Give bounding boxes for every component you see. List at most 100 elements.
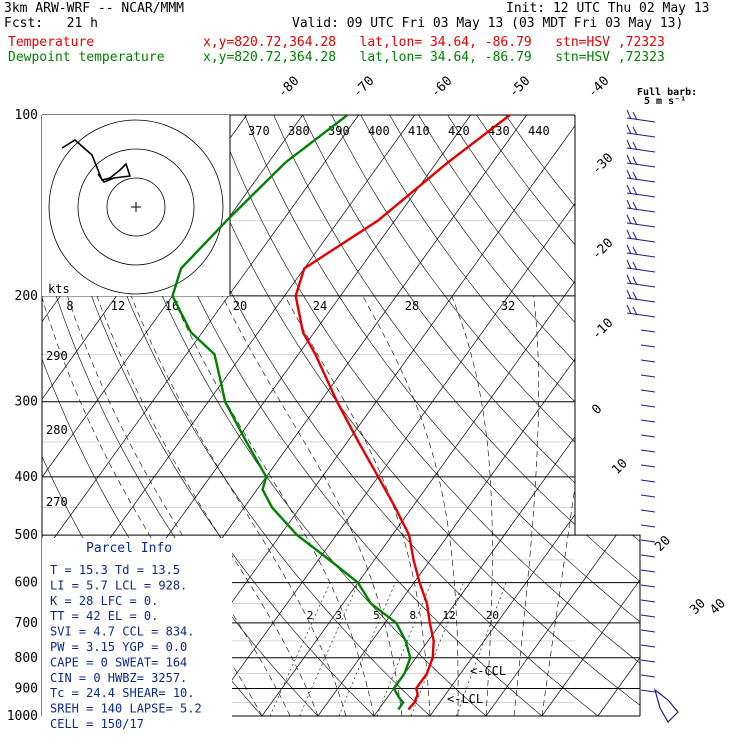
wind-barb — [640, 569, 656, 573]
isotherm — [429, 115, 640, 716]
wind-barb — [640, 539, 656, 543]
dry-adiabat — [42, 115, 375, 716]
isotherm — [205, 115, 640, 716]
wind-barb — [640, 674, 656, 678]
valid-time: Valid: 09 UTC Fri 03 May 13 (03 MDT Fri … — [292, 16, 684, 31]
model-title: 3km ARW-WRF -- NCAR/MMM — [4, 1, 185, 16]
wind-barb-flag — [626, 244, 632, 255]
isotherm — [42, 115, 360, 716]
wind-barb — [626, 132, 656, 138]
wind-barb — [640, 644, 656, 648]
wind-barb — [640, 494, 656, 498]
wind-barb-flag — [632, 156, 638, 166]
isotherm — [485, 115, 640, 716]
wind-barb-flag — [626, 169, 632, 180]
dry-adiabat — [186, 115, 640, 716]
barb-legend-title: Full barb: — [637, 87, 697, 98]
wind-barb-flag — [626, 259, 632, 270]
mixing-ratio-line — [338, 582, 396, 716]
init-time: Init: 12 UTC Thu 02 May 13 — [506, 1, 710, 16]
mixing-ratio-line — [299, 582, 359, 716]
wind-barb-flag — [626, 124, 632, 135]
dry-adiabat — [389, 115, 640, 716]
wind-barb-flag — [632, 111, 638, 121]
theta-side-label: 270 — [46, 495, 68, 509]
wind-barb-flag — [632, 246, 638, 256]
parcel-info-row: LI = 5.7 LCL = 928. — [50, 578, 187, 592]
wind-barb — [640, 659, 656, 663]
theta-label: 370 — [248, 124, 270, 138]
parcel-info-row: PW = 3.15 YGP = 0.0 — [50, 640, 187, 654]
moist-adiabat — [513, 295, 539, 716]
pressure-label: 900 — [15, 681, 38, 696]
dry-adiabat — [273, 115, 640, 716]
wind-barb — [626, 267, 656, 273]
wind-barb — [640, 419, 656, 423]
barb-legend-units: 5 m s⁻¹ — [644, 96, 686, 107]
wind-barb — [640, 389, 656, 393]
wind-barb-flag — [626, 304, 632, 315]
theta-side-label: 290 — [46, 349, 68, 363]
wind-barb-flag — [632, 231, 638, 241]
parcel-info-row: Tc = 24.4 SHEAR= 10. — [50, 686, 195, 700]
pressure-label: 500 — [15, 528, 38, 543]
wind-barb — [640, 509, 656, 513]
wind-barb-flag — [632, 186, 638, 196]
mixing-ratio-label: 5 — [373, 609, 380, 622]
hodograph-ring-label: 8 — [66, 299, 73, 313]
wind-barb — [640, 374, 656, 378]
right-frame — [574, 115, 641, 716]
wind-barb-flag — [632, 276, 638, 286]
wind-barb-flag — [632, 126, 638, 136]
wind-barb-flag — [632, 306, 638, 316]
mixing-ratio-line — [376, 582, 432, 716]
wind-barb-flag — [626, 184, 632, 195]
hodograph-units: kts — [48, 282, 70, 296]
isotherm — [373, 115, 640, 716]
mixing-ratio-label: 20 — [486, 609, 499, 622]
wind-barb — [626, 282, 656, 288]
isotherm-label: -40 — [585, 74, 612, 101]
wind-barb — [626, 207, 656, 213]
dry-adiabat — [505, 115, 640, 716]
skewt-overlay: <-CCL <-LCL Parcel Info T = 15.3 Td = 13.5L… — [42, 87, 697, 731]
parcel-info-row: K = 28 LFC = 0. — [50, 594, 158, 608]
theta-label: 430 — [488, 124, 510, 138]
temperature-location: x,y=820.72,364.28 lat,lon= 34.64, -86.79… — [203, 35, 665, 50]
hodograph-ring — [106, 177, 166, 237]
wind-barb — [640, 404, 656, 408]
hodograph-ring-label: 24 — [313, 299, 327, 313]
hodograph-trace — [61, 139, 132, 183]
dry-adiabat — [360, 115, 640, 716]
parcel-info-row: CAPE = 0 SWEAT= 164 — [50, 655, 187, 669]
dry-adiabat — [476, 115, 640, 716]
isotherm — [654, 115, 740, 716]
wind-barb — [626, 237, 656, 243]
dry-adiabat — [302, 115, 640, 716]
wind-barb-flag — [626, 289, 632, 300]
wind-barb — [640, 614, 656, 618]
wind-barb — [626, 297, 656, 303]
lcl-label: <-LCL — [447, 692, 483, 706]
pressure-label: 800 — [15, 651, 38, 666]
pressure-label: 300 — [15, 395, 38, 410]
isotherm-label: -50 — [506, 74, 533, 101]
dewpoint-line — [171, 114, 412, 711]
parcel-info-background — [42, 538, 232, 718]
hodograph-ring-label: 12 — [111, 299, 125, 313]
dry-adiabat — [418, 115, 640, 716]
parcel-info-row: SVI = 4.7 CCL = 834. — [50, 625, 195, 639]
dry-adiabat — [128, 115, 543, 716]
wind-barb — [626, 162, 656, 168]
pressure-label: 200 — [15, 289, 38, 304]
theta-side-label: 280 — [46, 423, 68, 437]
wind-barb — [626, 312, 656, 318]
dry-adiabat — [157, 115, 599, 716]
wind-barb — [640, 464, 656, 468]
isotherm-label: -10 — [589, 316, 616, 343]
forecast-hour: Fcst: 21 h — [4, 16, 98, 31]
wind-barb — [626, 177, 656, 183]
wind-barb-flag — [632, 171, 638, 181]
parcel-info-row: T = 15.3 Td = 13.5 — [50, 563, 180, 577]
